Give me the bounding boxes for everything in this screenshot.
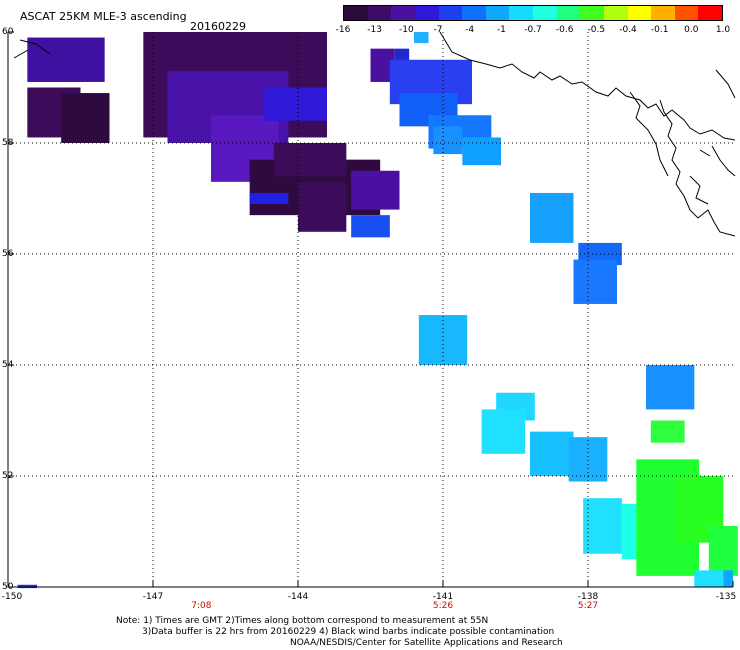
colorbar-labels: -16 -13 -10 -7 -4 -1 -0.7 -0.6 -0.5 -0.4 -0.1 0.0 1.… — [336, 25, 731, 37]
lat-label: 52 — [2, 471, 14, 481]
colorbar — [343, 5, 723, 21]
wind-patch — [433, 126, 463, 155]
wind-patch — [249, 192, 289, 205]
wind-patch — [573, 259, 617, 304]
colorbar-segment — [698, 6, 722, 20]
colorbar-label: -13 — [367, 25, 383, 35]
lat-label: 54 — [2, 360, 14, 370]
note-line-1: Note: 1) Times are GMT 2)Times along bot… — [116, 616, 489, 626]
colorbar-label: 1.0 — [715, 25, 731, 35]
lat-label: 56 — [2, 249, 14, 259]
wind-patch — [462, 137, 501, 166]
colorbar-label: -0.1 — [650, 25, 669, 35]
map-title: ASCAT 25KM MLE-3 ascending — [20, 10, 187, 23]
colorbar-label: -10 — [398, 25, 414, 35]
colorbar-segment — [674, 6, 699, 20]
lat-label: 60 — [2, 27, 14, 37]
colorbar-label: -0.4 — [619, 25, 637, 35]
wind-patch — [708, 525, 738, 576]
colorbar-label: -16 — [335, 25, 351, 35]
colorbar-segment — [367, 6, 392, 20]
wind-patch — [27, 37, 105, 82]
wind-patch — [273, 143, 347, 177]
lon-label: -138 — [577, 592, 599, 602]
wind-patch — [298, 181, 347, 232]
wind-patch — [583, 498, 622, 554]
colorbar-segment — [603, 6, 628, 20]
lon-label: -147 — [142, 592, 164, 602]
colorbar-label: 0.0 — [684, 25, 699, 35]
time-label: 5:26 — [432, 601, 454, 611]
colorbar-label: -0.5 — [587, 25, 606, 35]
colorbar-segment — [533, 6, 557, 20]
map-date: 20160229 — [190, 20, 246, 33]
colorbar-segment — [509, 6, 533, 20]
lon-label: -135 — [715, 592, 737, 602]
colorbar-segment — [651, 6, 675, 20]
note-line-3: NOAA/NESDIS/Center for Satellite Applica… — [290, 638, 563, 648]
lon-label: -141 — [432, 592, 454, 602]
time-label: 5:27 — [577, 601, 599, 611]
coastline-north — [439, 31, 736, 141]
note-line-2: 3)Data buffer is 22 hrs from 20160229 4)… — [142, 627, 555, 637]
coast-inlet — [629, 91, 669, 177]
colorbar-segment — [627, 6, 652, 20]
coast-west — [13, 39, 51, 59]
colorbar-label: -0.6 — [555, 25, 574, 35]
colorbar-label: -1 — [496, 25, 506, 35]
colorbar-segment — [391, 6, 415, 20]
wind-patch — [568, 437, 608, 482]
colorbar-segment — [414, 6, 439, 20]
wind-patch — [481, 409, 526, 454]
colorbar-segment — [580, 6, 604, 20]
wind-patch — [650, 420, 685, 443]
lat-label: 50 — [2, 582, 14, 592]
wind-patch — [61, 93, 110, 143]
colorbar-segment — [485, 6, 510, 20]
wind-patch — [694, 570, 724, 587]
lon-label: -144 — [287, 592, 309, 602]
wind-patch — [646, 365, 695, 410]
wind-patches — [17, 32, 738, 589]
colorbar-label: -0.7 — [524, 25, 542, 35]
coastline-south — [659, 99, 736, 237]
wind-patch — [264, 87, 327, 121]
wind-patch — [351, 170, 400, 210]
colorbar-label: -4 — [465, 25, 475, 35]
wind-patch — [530, 431, 574, 476]
wind-patch — [351, 215, 390, 238]
time-label: 7:08 — [191, 601, 212, 611]
coastline — [13, 31, 736, 237]
colorbar-label: -7 — [433, 25, 443, 35]
colorbar-segment — [556, 6, 581, 20]
wind-patch — [414, 32, 429, 44]
wind-patch — [17, 584, 37, 589]
wind-patch — [723, 570, 733, 587]
colorbar-segment — [438, 6, 463, 20]
coast-islands — [689, 69, 736, 205]
wind-patch — [530, 192, 574, 243]
colorbar-segment — [462, 6, 486, 20]
grid-lines — [7, 31, 734, 588]
lon-label: -150 — [1, 592, 23, 602]
lat-label: 58 — [2, 138, 14, 148]
colorbar-segment — [344, 6, 368, 20]
